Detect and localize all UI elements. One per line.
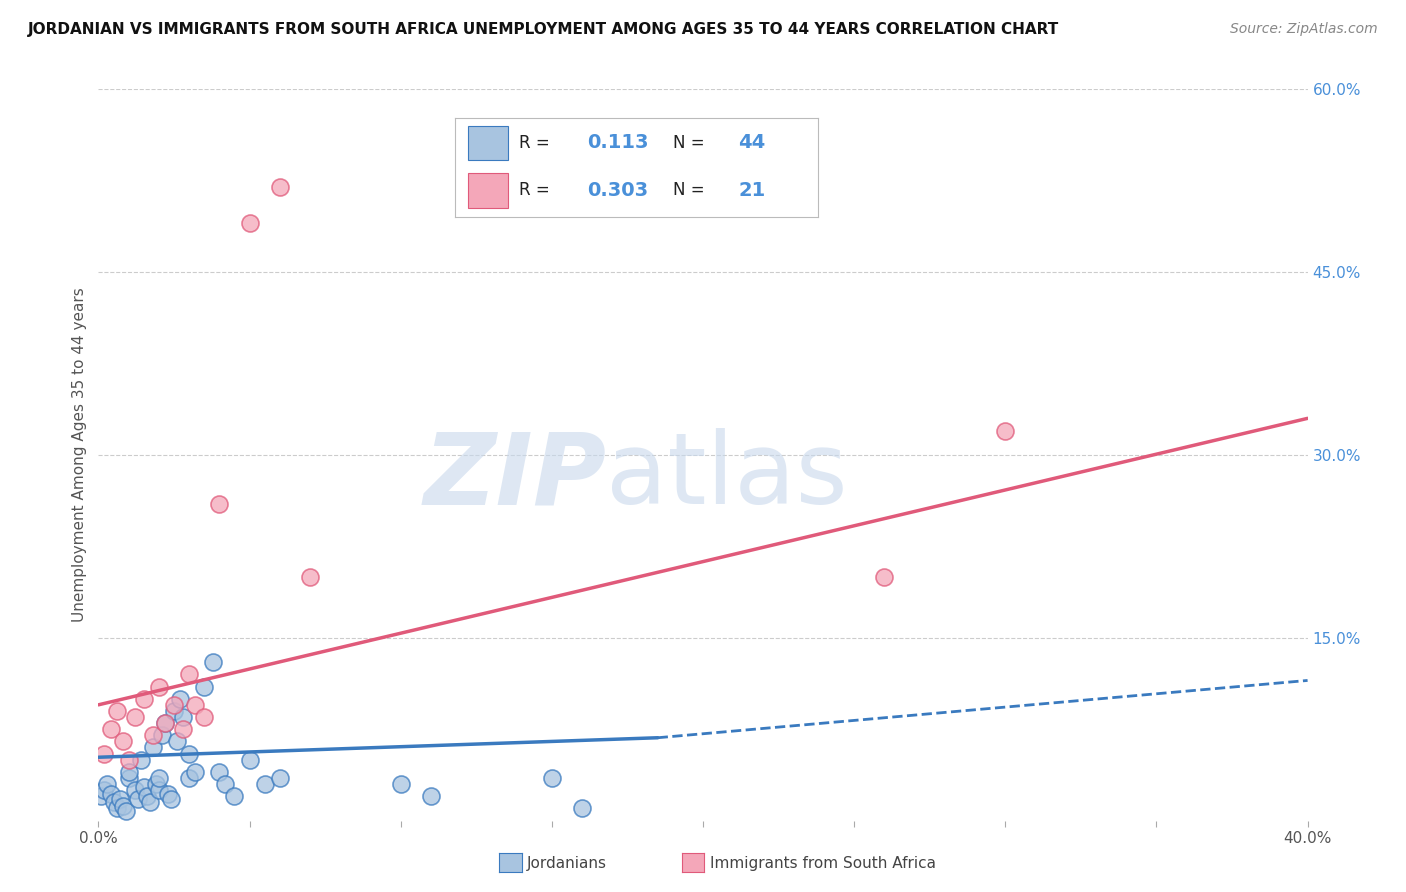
Text: atlas: atlas xyxy=(606,428,848,525)
Point xyxy=(103,796,125,810)
Point xyxy=(269,179,291,194)
Point xyxy=(208,764,231,779)
Point xyxy=(142,740,165,755)
Point xyxy=(139,796,162,810)
Point xyxy=(142,728,165,742)
Text: Source: ZipAtlas.com: Source: ZipAtlas.com xyxy=(1230,22,1378,37)
Point xyxy=(100,787,122,801)
Point xyxy=(132,780,155,794)
Point xyxy=(172,723,194,737)
Point xyxy=(179,747,201,761)
Point xyxy=(184,764,207,779)
Point xyxy=(208,497,231,511)
Point xyxy=(873,570,896,584)
Point xyxy=(129,753,152,767)
Point xyxy=(114,804,136,818)
Point xyxy=(153,716,176,731)
Text: Jordanians: Jordanians xyxy=(527,856,607,871)
Point xyxy=(193,680,215,694)
Point xyxy=(214,777,236,791)
Point xyxy=(179,667,201,681)
Y-axis label: Unemployment Among Ages 35 to 44 years: Unemployment Among Ages 35 to 44 years xyxy=(72,287,87,623)
Point xyxy=(148,783,170,797)
Point xyxy=(124,710,146,724)
Point xyxy=(111,734,134,748)
Point xyxy=(193,710,215,724)
Point xyxy=(224,789,246,804)
Point xyxy=(156,787,179,801)
Point xyxy=(145,777,167,791)
Point xyxy=(111,799,134,814)
Point xyxy=(169,691,191,706)
Point xyxy=(132,691,155,706)
Point xyxy=(108,791,131,805)
Point xyxy=(184,698,207,712)
Point xyxy=(118,764,141,779)
Point xyxy=(179,771,201,785)
Point xyxy=(100,723,122,737)
Point xyxy=(172,710,194,724)
Point xyxy=(127,791,149,805)
Point xyxy=(105,801,128,815)
Point xyxy=(540,771,562,785)
Point xyxy=(124,783,146,797)
Point xyxy=(96,777,118,791)
Point xyxy=(105,704,128,718)
Point xyxy=(150,728,173,742)
Point xyxy=(239,216,262,230)
Point xyxy=(93,783,115,797)
Point xyxy=(118,753,141,767)
Text: JORDANIAN VS IMMIGRANTS FROM SOUTH AFRICA UNEMPLOYMENT AMONG AGES 35 TO 44 YEARS: JORDANIAN VS IMMIGRANTS FROM SOUTH AFRIC… xyxy=(28,22,1059,37)
Point xyxy=(93,747,115,761)
Point xyxy=(202,655,225,669)
Point xyxy=(571,801,593,815)
Point xyxy=(253,777,276,791)
Point xyxy=(994,424,1017,438)
Point xyxy=(166,734,188,748)
Point xyxy=(148,771,170,785)
Point xyxy=(269,771,291,785)
Point xyxy=(299,570,322,584)
Point xyxy=(135,789,157,804)
Point xyxy=(153,716,176,731)
Text: Immigrants from South Africa: Immigrants from South Africa xyxy=(710,856,936,871)
Point xyxy=(163,698,186,712)
Point xyxy=(389,777,412,791)
Point xyxy=(239,753,262,767)
Point xyxy=(420,789,443,804)
Point xyxy=(148,680,170,694)
Point xyxy=(160,791,183,805)
Point xyxy=(90,789,112,804)
Point xyxy=(163,704,186,718)
Point xyxy=(118,771,141,785)
Text: ZIP: ZIP xyxy=(423,428,606,525)
